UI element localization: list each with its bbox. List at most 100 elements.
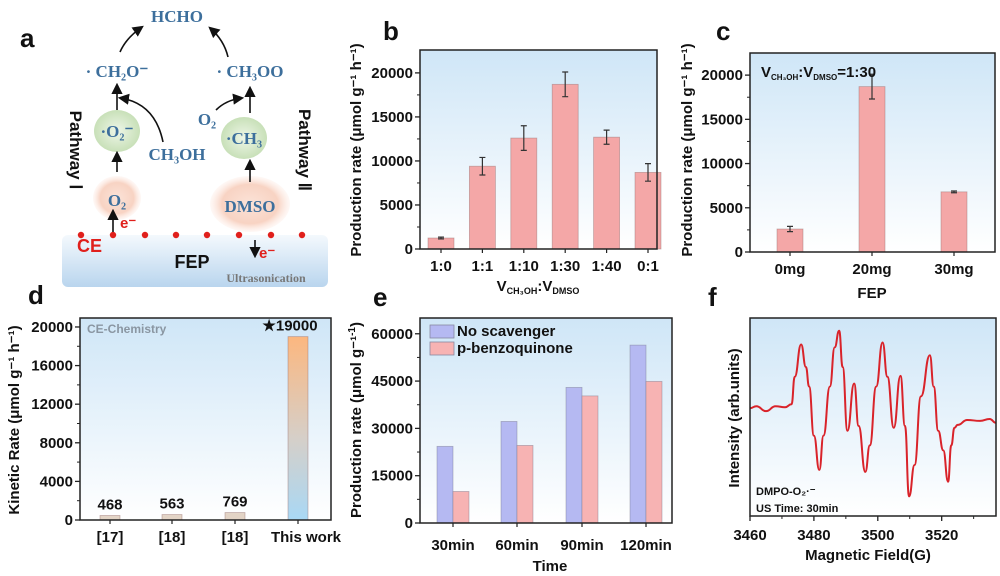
c-y-tick-label: 10000 <box>701 156 743 173</box>
b-x-tick-label: 1:10 <box>509 258 539 275</box>
c-y-axis-label: Production rate (μmol g⁻¹ h⁻¹) <box>679 43 696 256</box>
methyl-radical-label: ·CH₃ <box>226 129 262 148</box>
o2-reagent-label: O₂ <box>198 110 216 129</box>
panel-label-d: d <box>28 280 44 310</box>
c-bar <box>940 191 968 253</box>
e-x-axis-label: Time <box>533 558 568 575</box>
e-bar-no-scavenger <box>629 344 647 524</box>
e-legend-label: p-benzoquinone <box>457 340 573 357</box>
e-x-tick-label: 120min <box>620 537 672 554</box>
d-x-tick-label: [17] <box>97 529 124 546</box>
panel-f-chart: f Intensity (arb.units) Magnetic Field(G… <box>708 282 997 564</box>
ch2o-radical-label: · CH₂O⁻ <box>86 62 149 81</box>
d-bar <box>224 512 246 521</box>
panel-label-e: e <box>373 282 387 312</box>
d-data-label: ★19000 <box>262 318 317 335</box>
c-ratio-annotation: VCH₃OH:VDMSO=1:30 <box>761 64 876 82</box>
electron-out-label: e⁻ <box>259 245 275 262</box>
f-epr-spectrum-line <box>749 329 997 498</box>
e-x-tick-label: 30min <box>431 537 474 554</box>
e-y-tick-label: 60000 <box>371 326 413 343</box>
fep-substrate <box>62 235 328 287</box>
charge-dots <box>77 231 306 239</box>
o2-source-label: O₂ <box>108 191 126 210</box>
e-legend-swatch <box>429 341 455 356</box>
b-y-tick-label: 15000 <box>371 109 413 126</box>
d-y-tick-label: 4000 <box>40 473 73 490</box>
f-plot-frame <box>749 317 997 517</box>
d-y-axis-label: Kinetic Rate (μmol g⁻¹ h⁻¹) <box>6 325 23 514</box>
c-x-tick-label: 30mg <box>934 261 973 278</box>
methyl-radical-bubble <box>221 117 267 159</box>
c-x-axis-label: FEP <box>857 285 886 302</box>
panel-d-chart: d Kinetic Rate (μmol g⁻¹ h⁻¹) 0 4000 8000 1… <box>6 280 342 546</box>
c-y-tick-label: 15000 <box>701 111 743 128</box>
dmso-source-bubble <box>210 176 290 232</box>
e-y-axis-label: Production rate (μmol g⁻¹-1) <box>347 322 365 518</box>
d-y-tick-label: 20000 <box>31 319 73 336</box>
pathway-1-label: Pathway Ⅰ <box>66 111 85 190</box>
e-bar-no-scavenger <box>565 386 583 524</box>
d-x-tick-label: [18] <box>159 529 186 546</box>
b-x-tick-label: 1:40 <box>592 258 622 275</box>
d-data-label: 769 <box>222 494 247 511</box>
c-x-tick-label: 0mg <box>775 261 806 278</box>
c-y-tick-label: 0 <box>735 244 743 261</box>
c-error-bar <box>951 190 957 194</box>
b-error-bar <box>603 129 610 145</box>
e-x-tick-label: 60min <box>495 537 538 554</box>
c-error-bar <box>869 73 875 100</box>
b-y-tick-label: 0 <box>405 241 413 258</box>
f-y-axis-label: Intensity (arb.units) <box>726 348 743 487</box>
e-bar-p-benzoquinone <box>516 445 534 524</box>
d-y-tick-label: 16000 <box>31 358 73 375</box>
d-plot-frame <box>79 317 332 521</box>
b-error-bar <box>479 156 486 176</box>
panel-a-diagram: a FEP Ultrasonication CE HCHO · CH₂O⁻ · … <box>20 7 328 287</box>
c-plot-frame <box>749 52 996 253</box>
superoxide-radical-label: ·O₂⁻ <box>101 122 134 141</box>
d-x-tick-label: [18] <box>222 529 249 546</box>
ce-label: CE <box>77 236 102 256</box>
d-bar <box>287 336 309 521</box>
f-x-tick-label: 3460 <box>733 527 766 544</box>
b-plot-frame <box>419 49 658 250</box>
d-ce-chemistry-annotation: CE-Chemistry <box>87 322 167 336</box>
c-bar <box>858 86 886 253</box>
e-y-tick-label: 30000 <box>371 420 413 437</box>
c-x-tick-label: 20mg <box>852 261 891 278</box>
panel-e-chart: e Production rate (μmol g⁻¹-1) Time 0 150… <box>347 282 673 575</box>
panel-b-chart: b Production rate (μmol g⁻¹ h⁻¹) VCH₃OH:… <box>348 16 662 296</box>
o2-source-bubble <box>93 176 141 220</box>
b-bar <box>468 165 496 250</box>
e-legend-label: No scavenger <box>457 323 556 340</box>
panel-c-chart: c Production rate (μmol g⁻¹ h⁻¹) FEP 0 50… <box>679 16 996 302</box>
e-plot-frame <box>419 317 673 524</box>
b-bar <box>427 237 455 250</box>
e-bar-no-scavenger <box>436 445 454 524</box>
c-y-tick-label: 20000 <box>701 67 743 84</box>
e-x-tick-label: 90min <box>560 537 603 554</box>
e-y-tick-label: 0 <box>405 515 413 532</box>
b-x-tick-label: 1:1 <box>472 258 494 275</box>
d-y-tick-label: 0 <box>65 512 73 529</box>
c-bar <box>776 228 804 253</box>
b-error-bar <box>562 71 569 98</box>
d-data-label: 563 <box>159 496 184 513</box>
superoxide-radical-bubble <box>94 110 140 152</box>
b-bar <box>510 137 538 250</box>
ultrasonication-label: Ultrasonication <box>226 271 306 285</box>
d-bar <box>161 514 183 521</box>
panel-label-a: a <box>20 23 35 53</box>
b-plot-background <box>420 50 657 249</box>
fep-label: FEP <box>174 252 209 272</box>
b-bar <box>551 83 579 250</box>
b-x-axis-label: VCH₃OH:VDMSO <box>497 278 580 296</box>
dmso-label: DMSO <box>225 197 276 216</box>
d-x-tick-label: This work <box>271 529 342 546</box>
b-y-axis-label: Production rate (μmol g⁻¹ h⁻¹) <box>348 43 365 256</box>
b-y-tick-label: 20000 <box>371 65 413 82</box>
f-x-tick-label: 3500 <box>861 527 894 544</box>
d-y-tick-label: 12000 <box>31 396 73 413</box>
